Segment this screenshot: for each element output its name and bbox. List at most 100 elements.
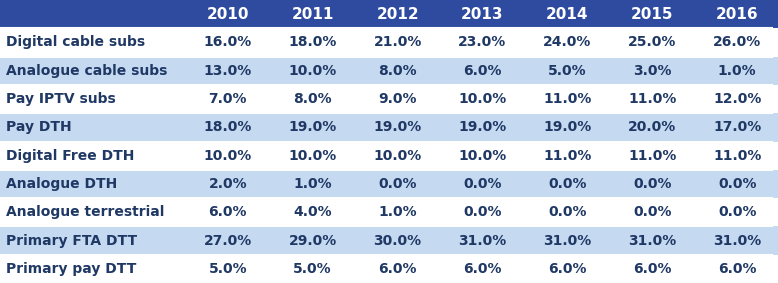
FancyBboxPatch shape: [525, 142, 610, 170]
Text: 0.0%: 0.0%: [463, 177, 502, 191]
FancyBboxPatch shape: [355, 28, 440, 57]
Text: 11.0%: 11.0%: [628, 149, 677, 163]
FancyBboxPatch shape: [525, 198, 610, 226]
Text: 11.0%: 11.0%: [713, 149, 762, 163]
Text: 30.0%: 30.0%: [373, 233, 422, 248]
FancyBboxPatch shape: [185, 28, 270, 57]
Text: 0.0%: 0.0%: [718, 177, 756, 191]
FancyBboxPatch shape: [0, 198, 185, 226]
Text: 5.0%: 5.0%: [548, 64, 587, 78]
FancyBboxPatch shape: [695, 170, 778, 198]
Text: 0.0%: 0.0%: [548, 177, 587, 191]
FancyBboxPatch shape: [695, 28, 778, 57]
Text: 11.0%: 11.0%: [543, 92, 591, 106]
Text: Pay DTH: Pay DTH: [6, 120, 72, 134]
FancyBboxPatch shape: [0, 113, 185, 142]
FancyBboxPatch shape: [270, 57, 355, 85]
Text: 19.0%: 19.0%: [373, 120, 422, 134]
Text: 1.0%: 1.0%: [378, 205, 417, 219]
Text: 10.0%: 10.0%: [458, 149, 506, 163]
Text: 10.0%: 10.0%: [289, 149, 337, 163]
FancyBboxPatch shape: [610, 142, 695, 170]
FancyBboxPatch shape: [440, 198, 525, 226]
Text: 31.0%: 31.0%: [458, 233, 506, 248]
Text: 31.0%: 31.0%: [543, 233, 591, 248]
FancyBboxPatch shape: [440, 57, 525, 85]
FancyBboxPatch shape: [525, 113, 610, 142]
Text: 5.0%: 5.0%: [293, 262, 332, 276]
FancyBboxPatch shape: [525, 57, 610, 85]
FancyBboxPatch shape: [525, 255, 610, 283]
Text: Digital cable subs: Digital cable subs: [6, 35, 145, 50]
FancyBboxPatch shape: [695, 0, 778, 28]
Text: Analogue terrestrial: Analogue terrestrial: [6, 205, 165, 219]
FancyBboxPatch shape: [695, 226, 778, 255]
FancyBboxPatch shape: [355, 57, 440, 85]
Text: 6.0%: 6.0%: [378, 262, 417, 276]
Text: 6.0%: 6.0%: [463, 64, 502, 78]
Text: 29.0%: 29.0%: [289, 233, 337, 248]
Text: Digital Free DTH: Digital Free DTH: [6, 149, 135, 163]
FancyBboxPatch shape: [440, 226, 525, 255]
FancyBboxPatch shape: [695, 57, 778, 85]
Text: 2012: 2012: [377, 7, 419, 22]
Text: 10.0%: 10.0%: [458, 92, 506, 106]
FancyBboxPatch shape: [185, 226, 270, 255]
Text: 21.0%: 21.0%: [373, 35, 422, 50]
FancyBboxPatch shape: [0, 226, 185, 255]
Text: 1.0%: 1.0%: [293, 177, 332, 191]
Text: 20.0%: 20.0%: [628, 120, 676, 134]
FancyBboxPatch shape: [440, 142, 525, 170]
Text: 26.0%: 26.0%: [713, 35, 762, 50]
FancyBboxPatch shape: [610, 85, 695, 113]
Text: 31.0%: 31.0%: [713, 233, 762, 248]
FancyBboxPatch shape: [695, 113, 778, 142]
Text: 0.0%: 0.0%: [378, 177, 417, 191]
Text: 4.0%: 4.0%: [293, 205, 332, 219]
FancyBboxPatch shape: [610, 255, 695, 283]
FancyBboxPatch shape: [440, 255, 525, 283]
Text: Analogue DTH: Analogue DTH: [6, 177, 117, 191]
FancyBboxPatch shape: [0, 85, 185, 113]
FancyBboxPatch shape: [0, 0, 185, 28]
Text: 2.0%: 2.0%: [209, 177, 247, 191]
Text: 25.0%: 25.0%: [628, 35, 677, 50]
FancyBboxPatch shape: [0, 142, 185, 170]
FancyBboxPatch shape: [0, 255, 185, 283]
FancyBboxPatch shape: [355, 85, 440, 113]
FancyBboxPatch shape: [270, 198, 355, 226]
Text: 11.0%: 11.0%: [543, 149, 591, 163]
Text: 2015: 2015: [631, 7, 674, 22]
Text: 2016: 2016: [716, 7, 759, 22]
Text: 2013: 2013: [461, 7, 503, 22]
FancyBboxPatch shape: [610, 28, 695, 57]
FancyBboxPatch shape: [610, 198, 695, 226]
FancyBboxPatch shape: [355, 0, 440, 28]
FancyBboxPatch shape: [610, 57, 695, 85]
Text: 0.0%: 0.0%: [463, 205, 502, 219]
Text: 23.0%: 23.0%: [458, 35, 506, 50]
FancyBboxPatch shape: [695, 198, 778, 226]
FancyBboxPatch shape: [270, 170, 355, 198]
FancyBboxPatch shape: [0, 57, 185, 85]
Text: 17.0%: 17.0%: [713, 120, 762, 134]
Text: 6.0%: 6.0%: [633, 262, 671, 276]
FancyBboxPatch shape: [610, 170, 695, 198]
FancyBboxPatch shape: [440, 0, 525, 28]
FancyBboxPatch shape: [355, 255, 440, 283]
FancyBboxPatch shape: [0, 170, 185, 198]
FancyBboxPatch shape: [525, 28, 610, 57]
FancyBboxPatch shape: [355, 170, 440, 198]
Text: 19.0%: 19.0%: [289, 120, 337, 134]
Text: 0.0%: 0.0%: [548, 205, 587, 219]
Text: 9.0%: 9.0%: [378, 92, 417, 106]
FancyBboxPatch shape: [185, 113, 270, 142]
FancyBboxPatch shape: [185, 85, 270, 113]
FancyBboxPatch shape: [610, 113, 695, 142]
FancyBboxPatch shape: [355, 142, 440, 170]
FancyBboxPatch shape: [185, 255, 270, 283]
Text: 5.0%: 5.0%: [209, 262, 247, 276]
Text: 10.0%: 10.0%: [204, 149, 252, 163]
FancyBboxPatch shape: [185, 142, 270, 170]
Text: Primary FTA DTT: Primary FTA DTT: [6, 233, 137, 248]
